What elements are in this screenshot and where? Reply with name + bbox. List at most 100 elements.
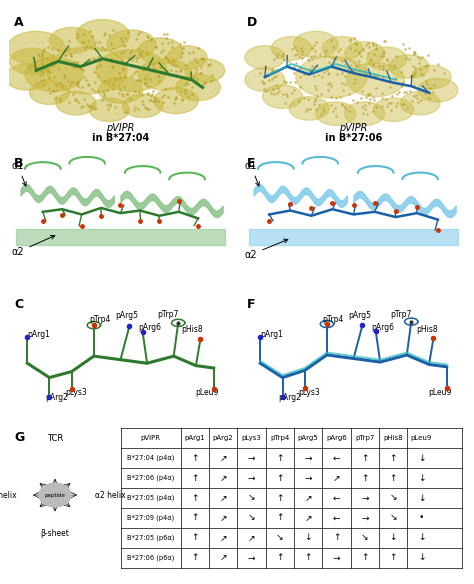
Text: ↑: ↑ bbox=[276, 493, 283, 503]
Text: ↑: ↑ bbox=[191, 493, 199, 503]
Circle shape bbox=[76, 19, 129, 51]
Text: peptide: peptide bbox=[45, 492, 65, 498]
Text: pArg5: pArg5 bbox=[116, 311, 138, 320]
Text: ↗: ↗ bbox=[304, 513, 312, 523]
Circle shape bbox=[123, 94, 163, 117]
Text: ↑: ↑ bbox=[191, 474, 199, 482]
Circle shape bbox=[98, 77, 143, 103]
Text: ↑: ↑ bbox=[191, 454, 199, 463]
Circle shape bbox=[245, 46, 285, 69]
Text: ↗: ↗ bbox=[304, 493, 312, 503]
Text: pLeu9: pLeu9 bbox=[195, 388, 218, 398]
Text: ↗: ↗ bbox=[219, 474, 227, 482]
Text: E: E bbox=[247, 157, 255, 170]
Circle shape bbox=[29, 81, 69, 105]
Text: B*27:06 (p4α): B*27:06 (p4α) bbox=[127, 475, 174, 481]
Text: pTrp7: pTrp7 bbox=[355, 435, 374, 441]
Circle shape bbox=[9, 48, 54, 74]
Text: pArg5: pArg5 bbox=[298, 435, 319, 441]
Text: pLys3: pLys3 bbox=[242, 435, 262, 441]
Text: pArg1: pArg1 bbox=[184, 435, 205, 441]
Text: ↗: ↗ bbox=[219, 454, 227, 463]
Text: pTrp4: pTrp4 bbox=[322, 315, 344, 324]
Text: ↑: ↑ bbox=[276, 554, 283, 562]
Text: α1: α1 bbox=[245, 161, 259, 186]
Text: pTrp7: pTrp7 bbox=[390, 310, 411, 319]
Text: →: → bbox=[333, 554, 340, 562]
Text: α2: α2 bbox=[245, 239, 288, 260]
Circle shape bbox=[289, 97, 329, 120]
Text: α2: α2 bbox=[12, 235, 55, 257]
Circle shape bbox=[56, 92, 96, 115]
Text: A: A bbox=[14, 16, 24, 29]
Circle shape bbox=[347, 62, 405, 97]
Circle shape bbox=[263, 85, 302, 109]
Circle shape bbox=[107, 30, 156, 59]
Text: ↑: ↑ bbox=[389, 474, 397, 482]
Text: pLeu9: pLeu9 bbox=[411, 435, 432, 441]
Text: pTrp4: pTrp4 bbox=[270, 435, 290, 441]
Circle shape bbox=[167, 46, 207, 69]
Circle shape bbox=[316, 102, 356, 126]
Text: pVIPR: pVIPR bbox=[106, 123, 135, 133]
Text: ↓: ↓ bbox=[418, 474, 425, 482]
Circle shape bbox=[138, 59, 191, 90]
Text: ↘: ↘ bbox=[389, 513, 397, 523]
Circle shape bbox=[47, 47, 127, 94]
Text: B*27:05 (p6α): B*27:05 (p6α) bbox=[127, 535, 174, 541]
Circle shape bbox=[418, 78, 458, 102]
Text: ↘: ↘ bbox=[389, 493, 397, 503]
Text: ↗: ↗ bbox=[333, 474, 340, 482]
Text: •: • bbox=[419, 513, 424, 523]
Text: ↓: ↓ bbox=[389, 533, 397, 543]
Circle shape bbox=[345, 102, 384, 126]
Circle shape bbox=[400, 92, 440, 115]
Circle shape bbox=[96, 50, 167, 92]
Text: pHis8: pHis8 bbox=[181, 325, 202, 335]
Text: B*27:05 (p4α): B*27:05 (p4α) bbox=[127, 495, 174, 501]
Text: α1 helix: α1 helix bbox=[0, 491, 16, 499]
Text: ↑: ↑ bbox=[361, 554, 369, 562]
Circle shape bbox=[367, 47, 407, 71]
Text: ↓: ↓ bbox=[418, 454, 425, 463]
Circle shape bbox=[5, 64, 49, 90]
Circle shape bbox=[293, 32, 338, 57]
Text: ↓: ↓ bbox=[418, 533, 425, 543]
Text: ↓: ↓ bbox=[418, 554, 425, 562]
Text: α1: α1 bbox=[12, 161, 26, 186]
Text: F: F bbox=[247, 298, 255, 311]
Text: ↘: ↘ bbox=[276, 533, 283, 543]
Text: pLys3: pLys3 bbox=[65, 388, 87, 398]
Circle shape bbox=[322, 37, 363, 60]
Circle shape bbox=[185, 59, 225, 82]
Text: ↑: ↑ bbox=[304, 554, 312, 562]
Text: pHis8: pHis8 bbox=[383, 435, 403, 441]
Text: α2 helix: α2 helix bbox=[95, 491, 126, 499]
Text: ↓: ↓ bbox=[304, 533, 312, 543]
Text: pTrp4: pTrp4 bbox=[90, 315, 111, 324]
Text: ↑: ↑ bbox=[389, 554, 397, 562]
Circle shape bbox=[374, 98, 413, 121]
Text: pTrp7: pTrp7 bbox=[157, 310, 178, 319]
Text: D: D bbox=[247, 16, 257, 29]
Text: pArg6: pArg6 bbox=[371, 323, 394, 332]
Circle shape bbox=[245, 68, 285, 92]
Text: →: → bbox=[304, 474, 312, 482]
Text: pArg6: pArg6 bbox=[326, 435, 347, 441]
Text: pVIPR: pVIPR bbox=[141, 435, 161, 441]
Text: C: C bbox=[14, 298, 23, 311]
Circle shape bbox=[389, 55, 429, 78]
Circle shape bbox=[7, 32, 65, 65]
Text: β-sheet: β-sheet bbox=[41, 529, 69, 538]
Text: →: → bbox=[248, 474, 255, 482]
Circle shape bbox=[138, 38, 182, 64]
Text: ←: ← bbox=[333, 493, 340, 503]
Text: pArg2: pArg2 bbox=[213, 435, 234, 441]
Text: ↓: ↓ bbox=[418, 493, 425, 503]
Text: ↑: ↑ bbox=[361, 454, 369, 463]
Text: B: B bbox=[14, 157, 23, 170]
Text: →: → bbox=[248, 554, 255, 562]
Text: pArg1: pArg1 bbox=[27, 330, 50, 339]
Circle shape bbox=[49, 27, 94, 54]
Circle shape bbox=[411, 65, 451, 89]
